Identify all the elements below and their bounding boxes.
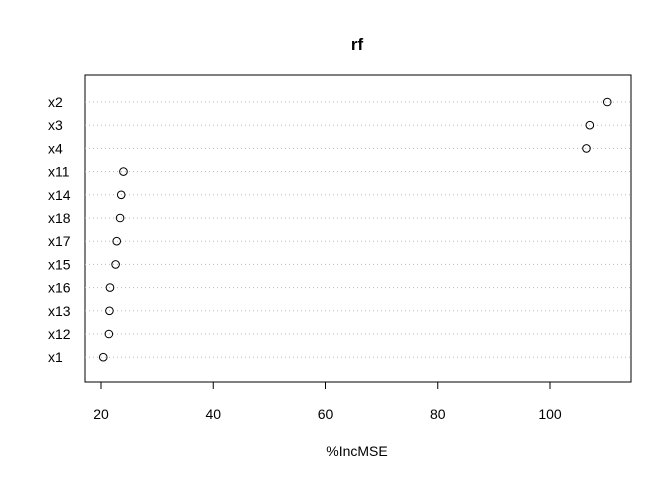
x-tick-label: 100 bbox=[538, 406, 562, 422]
category-label: x12 bbox=[48, 326, 71, 342]
data-point bbox=[104, 329, 114, 339]
data-point bbox=[119, 167, 128, 176]
category-label: x15 bbox=[48, 256, 71, 272]
x-tick-label: 80 bbox=[430, 406, 446, 422]
data-point bbox=[585, 120, 595, 130]
category-label: x14 bbox=[48, 187, 71, 203]
chart-title: rf bbox=[351, 35, 364, 54]
x-axis: 20 40 60 80 100 bbox=[93, 381, 562, 422]
category-label: x3 bbox=[48, 117, 63, 133]
category-label: x11 bbox=[48, 164, 70, 180]
x-tick-label: 60 bbox=[318, 406, 334, 422]
plot-frame bbox=[84, 74, 632, 383]
x-tick-label: 20 bbox=[93, 406, 109, 422]
data-point bbox=[582, 144, 591, 153]
category-label: x2 bbox=[48, 94, 63, 110]
data-point bbox=[115, 213, 125, 223]
category-label: x16 bbox=[48, 280, 71, 296]
data-point bbox=[116, 190, 126, 200]
data-point bbox=[602, 97, 612, 107]
data-point bbox=[112, 236, 122, 246]
data-point bbox=[111, 260, 120, 269]
category-label: x17 bbox=[48, 233, 71, 249]
data-point bbox=[105, 306, 114, 316]
category-label: x4 bbox=[48, 140, 63, 156]
category-labels: x2 x3 x4 x11 x14 x18 x17 x15 x16 x13 x12 x1 bbox=[48, 94, 71, 365]
x-axis-label: %IncMSE bbox=[326, 443, 387, 459]
data-points bbox=[98, 97, 612, 362]
category-label: x13 bbox=[48, 303, 71, 319]
data-point bbox=[105, 283, 115, 292]
data-point bbox=[98, 352, 108, 362]
x-tick-label: 40 bbox=[205, 406, 221, 422]
grid-layer bbox=[85, 101, 631, 358]
category-label: x18 bbox=[48, 210, 71, 226]
category-label: x1 bbox=[48, 349, 63, 365]
